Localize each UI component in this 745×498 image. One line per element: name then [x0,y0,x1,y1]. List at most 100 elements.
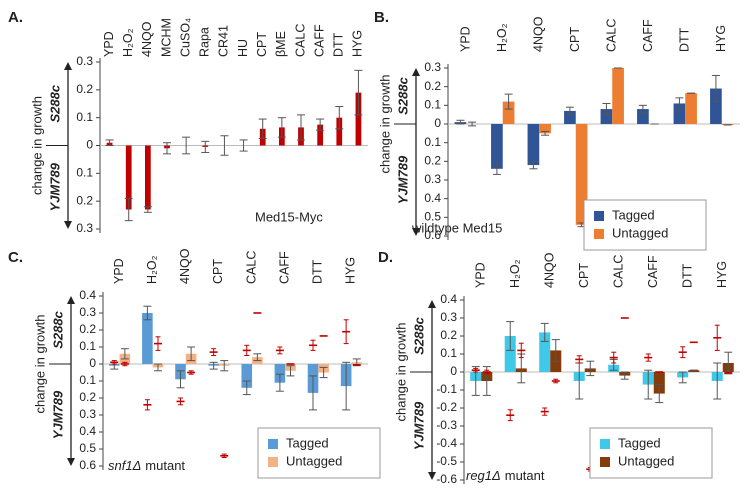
y-top-label: S288c [47,84,62,122]
y-tick-label: 0 [434,116,441,130]
x-tick-label: CAFF [312,24,326,57]
panel-label: D. [378,249,393,266]
annotation: snf1Δ mutant [108,458,185,473]
panel-label: A. [8,9,23,26]
bar [564,110,576,124]
y-tick-label: 0.3 [76,221,93,235]
x-tick-label: DTT [678,27,692,52]
x-tick-label: H₂O₂ [145,255,159,284]
bar [142,313,153,364]
y-tick-label: 0.1 [76,166,93,180]
y-tick-label: -0.2 [436,400,457,414]
x-tick-label: CALC [244,251,258,284]
x-tick-label: DTT [332,32,346,57]
y-axis-label: change in growth [32,314,47,413]
x-tick-label: YPD [474,262,488,288]
legend-box [257,427,381,479]
y-tick-label: 0 [86,138,93,152]
legend-swatch [600,457,610,467]
x-tick-label: YPD [459,26,473,52]
y-tick-label: 0.6 [79,458,96,472]
legend-swatch [600,439,610,449]
x-tick-label: CuSO₄ [178,18,192,57]
legend-box [589,427,713,479]
arrow-head [64,221,72,229]
legend-swatch [268,457,278,467]
annotation: Med15-Myc [255,209,323,224]
x-tick-label: YPD [112,258,126,284]
x-tick-label: MCHM [159,18,173,57]
x-tick-label: βME [274,31,288,57]
x-tick-label: CPT [211,259,225,284]
y-tick-label: 0.2 [79,322,96,336]
legend-label: Untagged [286,453,342,468]
x-tick-label: CALC [293,24,307,57]
bar [491,124,503,169]
y-bottom-label: YJM789 [411,401,426,450]
bar [612,68,624,124]
legend-swatch [268,439,278,449]
x-tick-label: CAFF [641,19,655,52]
arrow-head [428,300,436,308]
x-tick-label: 4NQO [140,21,154,57]
bar [539,332,551,372]
bar [504,336,516,372]
y-tick-label: 0.2 [440,328,457,342]
legend-label: Untagged [618,453,674,468]
y-top-label: S288c [50,310,65,348]
y-tick-label: 0 [89,356,96,370]
y-tick-label: 0.4 [440,292,457,306]
arrow-head [412,228,420,236]
x-tick-label: DTT [311,259,325,284]
y-tick-label: -0.6 [436,472,457,486]
y-tick-label: 0 [450,364,457,378]
x-tick-label: CR41 [217,25,231,57]
legend-label: Tagged [612,207,655,222]
x-tick-label: CPT [577,263,591,288]
y-tick-label: 0.1 [79,339,96,353]
y-bottom-label: YJM789 [50,390,65,439]
bar [144,145,151,210]
y-top-label: S288c [395,76,410,114]
x-tick-label: 4NQO [178,248,192,284]
bar [575,124,588,225]
y-tick-label: 0.2 [79,390,96,404]
annotation-part: mutant [145,458,185,473]
bar [653,372,665,394]
y-tick-label: -0.3 [436,418,457,432]
bar [637,109,649,124]
legend-swatch [594,229,604,239]
legend-label: Tagged [618,435,661,450]
x-tick-label: HYG [714,25,728,52]
arrow-head [67,458,75,466]
y-axis-label: change in growth [29,96,44,195]
y-tick-label: 0.6 [424,228,441,242]
x-tick-label: CAFF [646,255,660,288]
x-tick-label: 4NQO [532,16,546,52]
bar [710,88,722,124]
annotation-part: mutant [505,468,545,483]
y-tick-label: 0.4 [79,424,96,438]
x-tick-label: Rapa [198,27,212,57]
arrow-head [412,68,420,76]
panel-label: C. [8,249,23,266]
annotation-part: reg1Δ [466,468,501,483]
y-bottom-label: YJM789 [47,162,62,211]
y-tick-label: 0.3 [440,310,457,324]
panel-label: B. [374,9,389,26]
y-bottom-label: YJM789 [395,155,410,204]
x-tick-label: DTT [681,263,695,288]
y-tick-label: 0.1 [76,110,93,124]
y-tick-label: 0.1 [424,98,441,112]
annotation: wildtype Med15 [411,220,502,235]
bar [355,92,362,146]
bar [685,93,697,124]
bar [688,370,700,372]
bar [600,109,613,124]
y-tick-label: 0.4 [424,191,441,205]
legend-label: Tagged [286,435,329,450]
y-tick-label: 0.3 [424,60,441,74]
y-tick-label: 0.4 [79,288,96,302]
y-tick-label: 0.1 [424,135,441,149]
x-tick-label: CALC [612,255,626,288]
